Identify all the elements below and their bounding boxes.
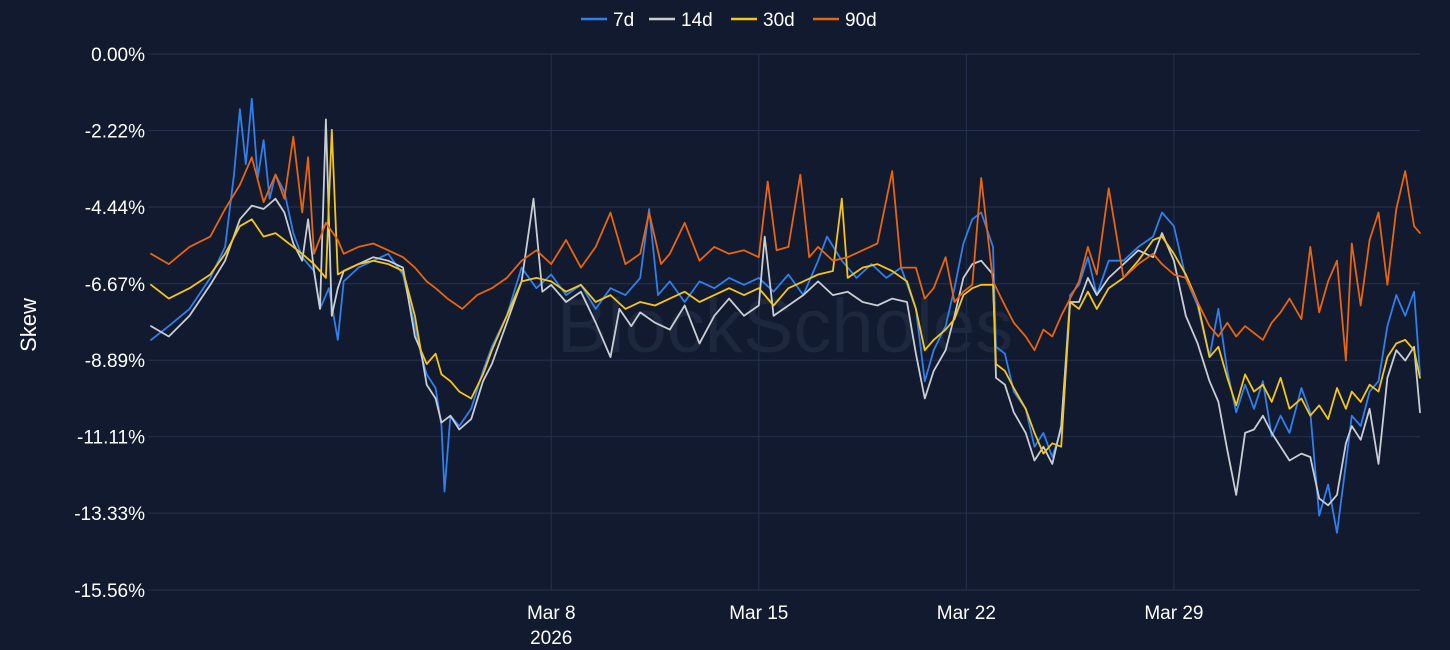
y-tick-label: -11.11% (77, 428, 145, 449)
legend: 7d 14d 30d 90d (581, 10, 877, 31)
y-tick-label: -13.33% (74, 504, 145, 525)
x-tick-label: Mar 22 (937, 603, 996, 624)
legend-label-7d[interactable]: 7d (613, 10, 634, 31)
x-tick-label: Mar 29 (1144, 603, 1203, 624)
y-tick-label: -6.67% (85, 275, 145, 296)
legend-label-30d[interactable]: 30d (763, 10, 795, 31)
legend-label-14d[interactable]: 14d (681, 10, 713, 31)
y-axis: 0.00% -2.22% -4.44% -6.67% -8.89% -11.11% -13.… (74, 45, 145, 602)
legend-label-90d[interactable]: 90d (845, 10, 877, 31)
series-line-14d (150, 118, 1421, 507)
x-tick-label: Mar 8 (527, 603, 576, 624)
y-axis-title: Skew (16, 298, 41, 352)
x-tick-sublabel: 2026 (530, 628, 572, 649)
grid (148, 53, 1420, 591)
y-tick-label: -8.89% (85, 351, 145, 372)
series-line-30d (150, 128, 1421, 455)
y-tick-label: 0.00% (91, 45, 145, 66)
y-tick-label: -2.22% (85, 121, 145, 142)
y-tick-label: -15.56% (74, 581, 145, 602)
series-group (150, 97, 1421, 534)
series-line-7d (150, 97, 1421, 534)
x-axis: Mar 8 2026 Mar 15 Mar 22 Mar 29 (527, 603, 1204, 649)
watermark-text: BlockScholes (557, 284, 1013, 369)
series-line-90d (150, 135, 1421, 362)
x-tick-label: Mar 15 (729, 603, 788, 624)
y-tick-label: -4.44% (85, 198, 145, 219)
